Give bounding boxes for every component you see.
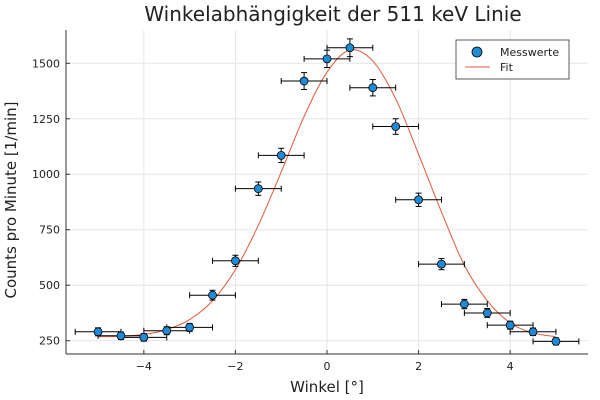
data-point — [414, 195, 423, 205]
errorbars — [74, 38, 580, 346]
data-point — [368, 83, 378, 93]
x-tick-label: −2 — [227, 360, 243, 373]
y-tick-label: 500 — [39, 279, 60, 292]
legend: Messwerte Fit — [455, 39, 570, 80]
y-tick-label: 1500 — [32, 57, 60, 70]
data-point — [162, 326, 172, 336]
data-point — [391, 122, 401, 131]
data-point — [345, 43, 355, 53]
legend-marker-messwerte — [471, 46, 483, 58]
data-point — [528, 327, 538, 337]
x-tick-label: 4 — [507, 360, 514, 373]
data-point — [93, 327, 103, 337]
y-tick-label: 750 — [39, 224, 60, 237]
x-tick-label: −4 — [136, 360, 152, 373]
data-point — [551, 336, 561, 346]
y-tick-label: 250 — [39, 335, 60, 348]
data-point — [299, 76, 309, 86]
legend-label-messwerte: Messwerte — [500, 46, 559, 59]
data-point — [253, 184, 263, 194]
data-point — [208, 290, 217, 300]
data-point — [185, 322, 195, 332]
data-points — [93, 43, 561, 346]
data-point — [322, 54, 332, 64]
data-point — [459, 299, 469, 309]
x-axis-label: Winkel [°] — [290, 378, 364, 396]
x-tick-label: 2 — [415, 360, 422, 373]
x-ticks: −4 −2 0 2 4 — [136, 350, 514, 373]
data-point — [116, 331, 126, 341]
x-tick-label: 0 — [324, 360, 331, 373]
y-tick-label: 1000 — [32, 168, 60, 181]
legend-label-fit: Fit — [500, 61, 514, 74]
data-point — [482, 308, 492, 318]
data-point — [139, 332, 149, 342]
chart-title: Winkelabhängigkeit der 511 keV Linie — [144, 2, 521, 26]
legend-box — [455, 39, 570, 80]
data-point — [505, 320, 515, 330]
data-point — [276, 150, 286, 160]
y-tick-label: 1250 — [32, 113, 60, 126]
data-point — [437, 259, 446, 269]
y-axis-label: Counts pro Minute [1/min] — [2, 101, 20, 298]
data-point — [231, 256, 240, 266]
y-ticks: 250 500 750 1000 1250 1500 — [32, 57, 70, 348]
